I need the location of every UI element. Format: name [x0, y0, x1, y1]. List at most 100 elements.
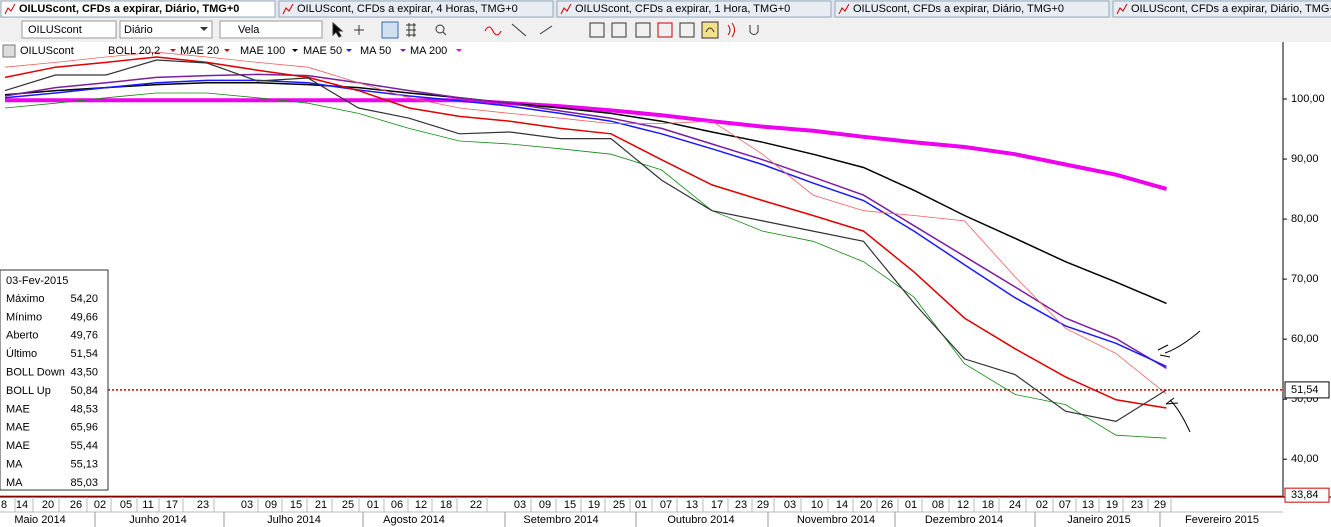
day-label: 21	[315, 499, 327, 511]
annotation-arrows	[1157, 330, 1201, 433]
day-label: 18	[440, 499, 452, 511]
legend-item[interactable]: OILUScont	[20, 45, 74, 57]
day-label: 13	[1082, 499, 1094, 511]
day-label: 01	[905, 499, 917, 511]
y-tick-label: 100,00	[1291, 93, 1325, 105]
tool-icons[interactable]	[332, 21, 759, 39]
day-label: 23	[1131, 499, 1143, 511]
info-value: 50,84	[70, 385, 98, 397]
day-label: 11	[142, 499, 153, 511]
month-label: Outubro 2014	[667, 514, 734, 526]
symbol: OILUScont	[28, 24, 82, 36]
day-label: 26	[70, 499, 82, 511]
month-label: Setembro 2014	[523, 514, 598, 526]
tab-label: OILUScont, CFDs a expirar, Diário, TMG+0	[19, 3, 239, 15]
month-label: Julho 2014	[267, 514, 321, 526]
day-label: 20	[42, 499, 54, 511]
last-price-box	[1284, 381, 1330, 399]
info-value: 43,50	[70, 367, 98, 379]
info-label: MAE	[6, 440, 30, 452]
period: Diário	[124, 24, 153, 36]
day-label: 25	[613, 499, 625, 511]
day-label: 08	[932, 499, 944, 511]
day-label: 02	[1036, 499, 1048, 511]
month-label: Junho 2014	[129, 514, 187, 526]
legend-item[interactable]: MAE 100	[240, 45, 285, 57]
indicator-line	[4, 79, 1167, 368]
symbol-box[interactable]	[21, 20, 117, 39]
low-price-box	[1284, 487, 1330, 503]
day-label: 07	[660, 499, 672, 511]
info-label: MA	[6, 477, 23, 489]
tab[interactable]	[1112, 0, 1331, 18]
info-value: 48,53	[70, 403, 98, 415]
month-label: Novembro 2014	[797, 514, 875, 526]
tab-icon	[1116, 3, 1128, 15]
day-label: 15	[564, 499, 576, 511]
legend-icon	[2, 44, 16, 58]
day-label: 09	[265, 499, 277, 511]
day-label: 29	[757, 499, 769, 511]
day-label: 17	[711, 499, 723, 511]
tab-label: OILUScont, CFDs a expirar, 4 Horas, TMG+…	[297, 3, 518, 15]
info-label: Último	[6, 347, 37, 360]
indicator-line	[4, 59, 1167, 423]
day-label: 25	[342, 499, 354, 511]
info-value: 55,44	[70, 440, 98, 452]
dropdown-arrow	[200, 27, 208, 31]
info-label: MA	[6, 459, 23, 471]
legend-arrow	[292, 49, 298, 52]
day-label: 23	[735, 499, 747, 511]
day-label: 22	[470, 499, 482, 511]
day-label: 26	[881, 499, 893, 511]
day-label: 12	[957, 499, 969, 511]
tab-icon	[560, 3, 572, 15]
period-box[interactable]	[119, 20, 213, 39]
y-tick-label: 70,00	[1291, 273, 1319, 285]
tab[interactable]	[0, 0, 276, 18]
legend-item[interactable]: MAE 50	[303, 45, 342, 57]
legend-item[interactable]: BOLL 20,2	[108, 45, 160, 57]
tab-icon	[282, 3, 294, 15]
info-value: 49,66	[70, 311, 98, 323]
legend-item[interactable]: MA 200	[410, 45, 447, 57]
day-label: 14	[836, 499, 848, 511]
month-label: Dezembro 2014	[925, 514, 1003, 526]
info-label: Mínimo	[6, 311, 42, 323]
legend-item[interactable]: MA 50	[360, 45, 391, 57]
indicator-line	[4, 56, 1167, 409]
info-label: BOLL Down	[6, 367, 65, 379]
legend-item[interactable]: MAE 20	[180, 45, 219, 57]
last-price-label: 51,54	[1291, 384, 1319, 396]
legend-arrow	[170, 49, 176, 52]
day-label: 03	[241, 499, 253, 511]
day-label: 14	[16, 499, 28, 511]
day-label: 01	[635, 499, 647, 511]
day-label: 01	[367, 499, 379, 511]
info-value: 54,20	[70, 293, 98, 305]
day-label: 12	[415, 499, 427, 511]
day-label: 09	[539, 499, 551, 511]
info-label: BOLL Up	[6, 385, 51, 397]
y-tick-label: 90,00	[1291, 153, 1319, 165]
day-label: 17	[166, 499, 178, 511]
tab[interactable]	[278, 0, 554, 18]
month-label: Maio 2014	[14, 514, 65, 526]
month-label: Janeiro 2015	[1067, 514, 1131, 526]
tab-icon	[4, 3, 16, 15]
legend-arrow	[224, 49, 230, 52]
tab[interactable]	[834, 0, 1110, 18]
info-panel: 03-Fev-2015 Máximo 54,20 Mínimo 49,66 Aberto 4…	[0, 269, 109, 491]
tab[interactable]	[556, 0, 832, 18]
style-box[interactable]	[219, 20, 323, 39]
day-label: 24	[1009, 499, 1021, 511]
indicator-line	[5, 98, 1168, 191]
day-label: 10	[811, 499, 823, 511]
day-label: 18	[982, 499, 994, 511]
info-label: Aberto	[6, 330, 38, 342]
month-label: Agosto 2014	[383, 514, 445, 526]
day-label: 03	[514, 499, 526, 511]
day-label: 19	[588, 499, 600, 511]
style: Vela	[238, 24, 260, 36]
day-label: 29	[1154, 499, 1166, 511]
